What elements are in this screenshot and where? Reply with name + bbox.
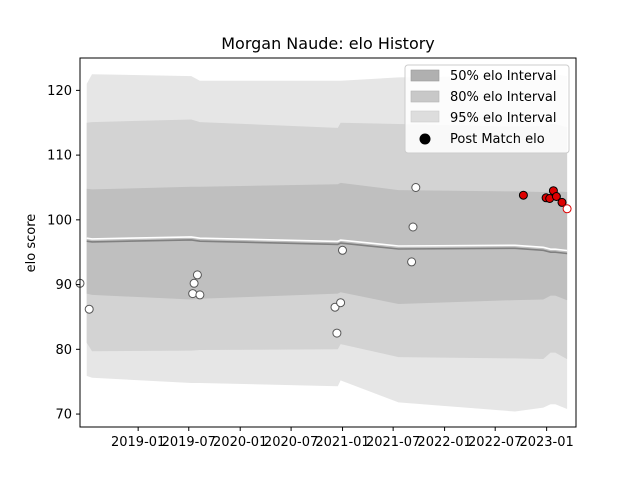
x-tick-label-3: 2020-07 (264, 435, 318, 450)
legend-frame (404, 64, 570, 154)
legend-swatch-band50 (410, 69, 440, 82)
post-match-point-7 (332, 328, 342, 338)
post-match-point-19 (562, 204, 572, 214)
y-tick-label-2: 90 (55, 278, 72, 293)
legend-swatch-band80 (410, 90, 440, 103)
x-tick-label-0: 2019-01 (111, 435, 165, 450)
post-match-point-4 (192, 270, 202, 280)
legend-marker-post-match (419, 133, 431, 145)
post-match-point-11 (408, 222, 418, 232)
x-tick-label-5: 2021-07 (366, 435, 420, 450)
post-match-point-9 (338, 245, 347, 255)
y-tick-label-1: 80 (55, 343, 72, 358)
legend: 50% elo Interval 80% elo Interval 95% el… (404, 64, 570, 154)
y-axis: 70 80 90 100 110 120 (47, 84, 80, 423)
mean-lines (86, 236, 568, 255)
mean-elo-line (86, 239, 568, 255)
plot-area: 2019-012019-072020-012020-072021-012021-… (47, 57, 577, 450)
post-match-point-2 (188, 289, 198, 299)
x-tick-label-8: 2023-01 (519, 435, 573, 450)
x-tick-label-6: 2022-01 (417, 435, 471, 450)
mean-elo-highlight-line (86, 236, 568, 252)
interval-bands (86, 74, 568, 412)
y-tick-label-0: 70 (55, 408, 72, 423)
y-axis-label: elo score (24, 214, 39, 273)
legend-label-post-match: Post Match elo (450, 132, 545, 147)
legend-label-band50: 50% elo Interval (450, 69, 557, 84)
post-match-point-5 (195, 290, 205, 300)
legend-swatch-band95 (410, 110, 440, 123)
post-match-point-13 (518, 190, 528, 200)
y-tick-label-4: 110 (47, 149, 72, 164)
x-tick-label-7: 2022-07 (468, 435, 522, 450)
post-match-point-8 (336, 298, 346, 308)
legend-label-band95: 95% elo Interval (450, 111, 557, 126)
post-match-point-18 (557, 197, 567, 207)
post-match-point-3 (189, 278, 199, 288)
y-tick-label-3: 100 (47, 213, 72, 228)
post-match-point-1 (84, 304, 94, 314)
x-tick-label-1: 2019-07 (162, 435, 216, 450)
chart-title: Morgan Naude: elo History (221, 34, 435, 53)
post-match-point-17 (551, 192, 561, 201)
y-tick-label-5: 120 (47, 84, 72, 99)
x-axis: 2019-012019-072020-012020-072021-012021-… (111, 427, 574, 450)
x-tick-label-2: 2020-01 (213, 435, 267, 450)
post-match-point-10 (407, 257, 417, 267)
post-match-point-12 (411, 183, 421, 192)
legend-label-band80: 80% elo Interval (450, 90, 557, 105)
x-tick-label-4: 2021-01 (315, 435, 369, 450)
plot-frame (79, 57, 577, 428)
